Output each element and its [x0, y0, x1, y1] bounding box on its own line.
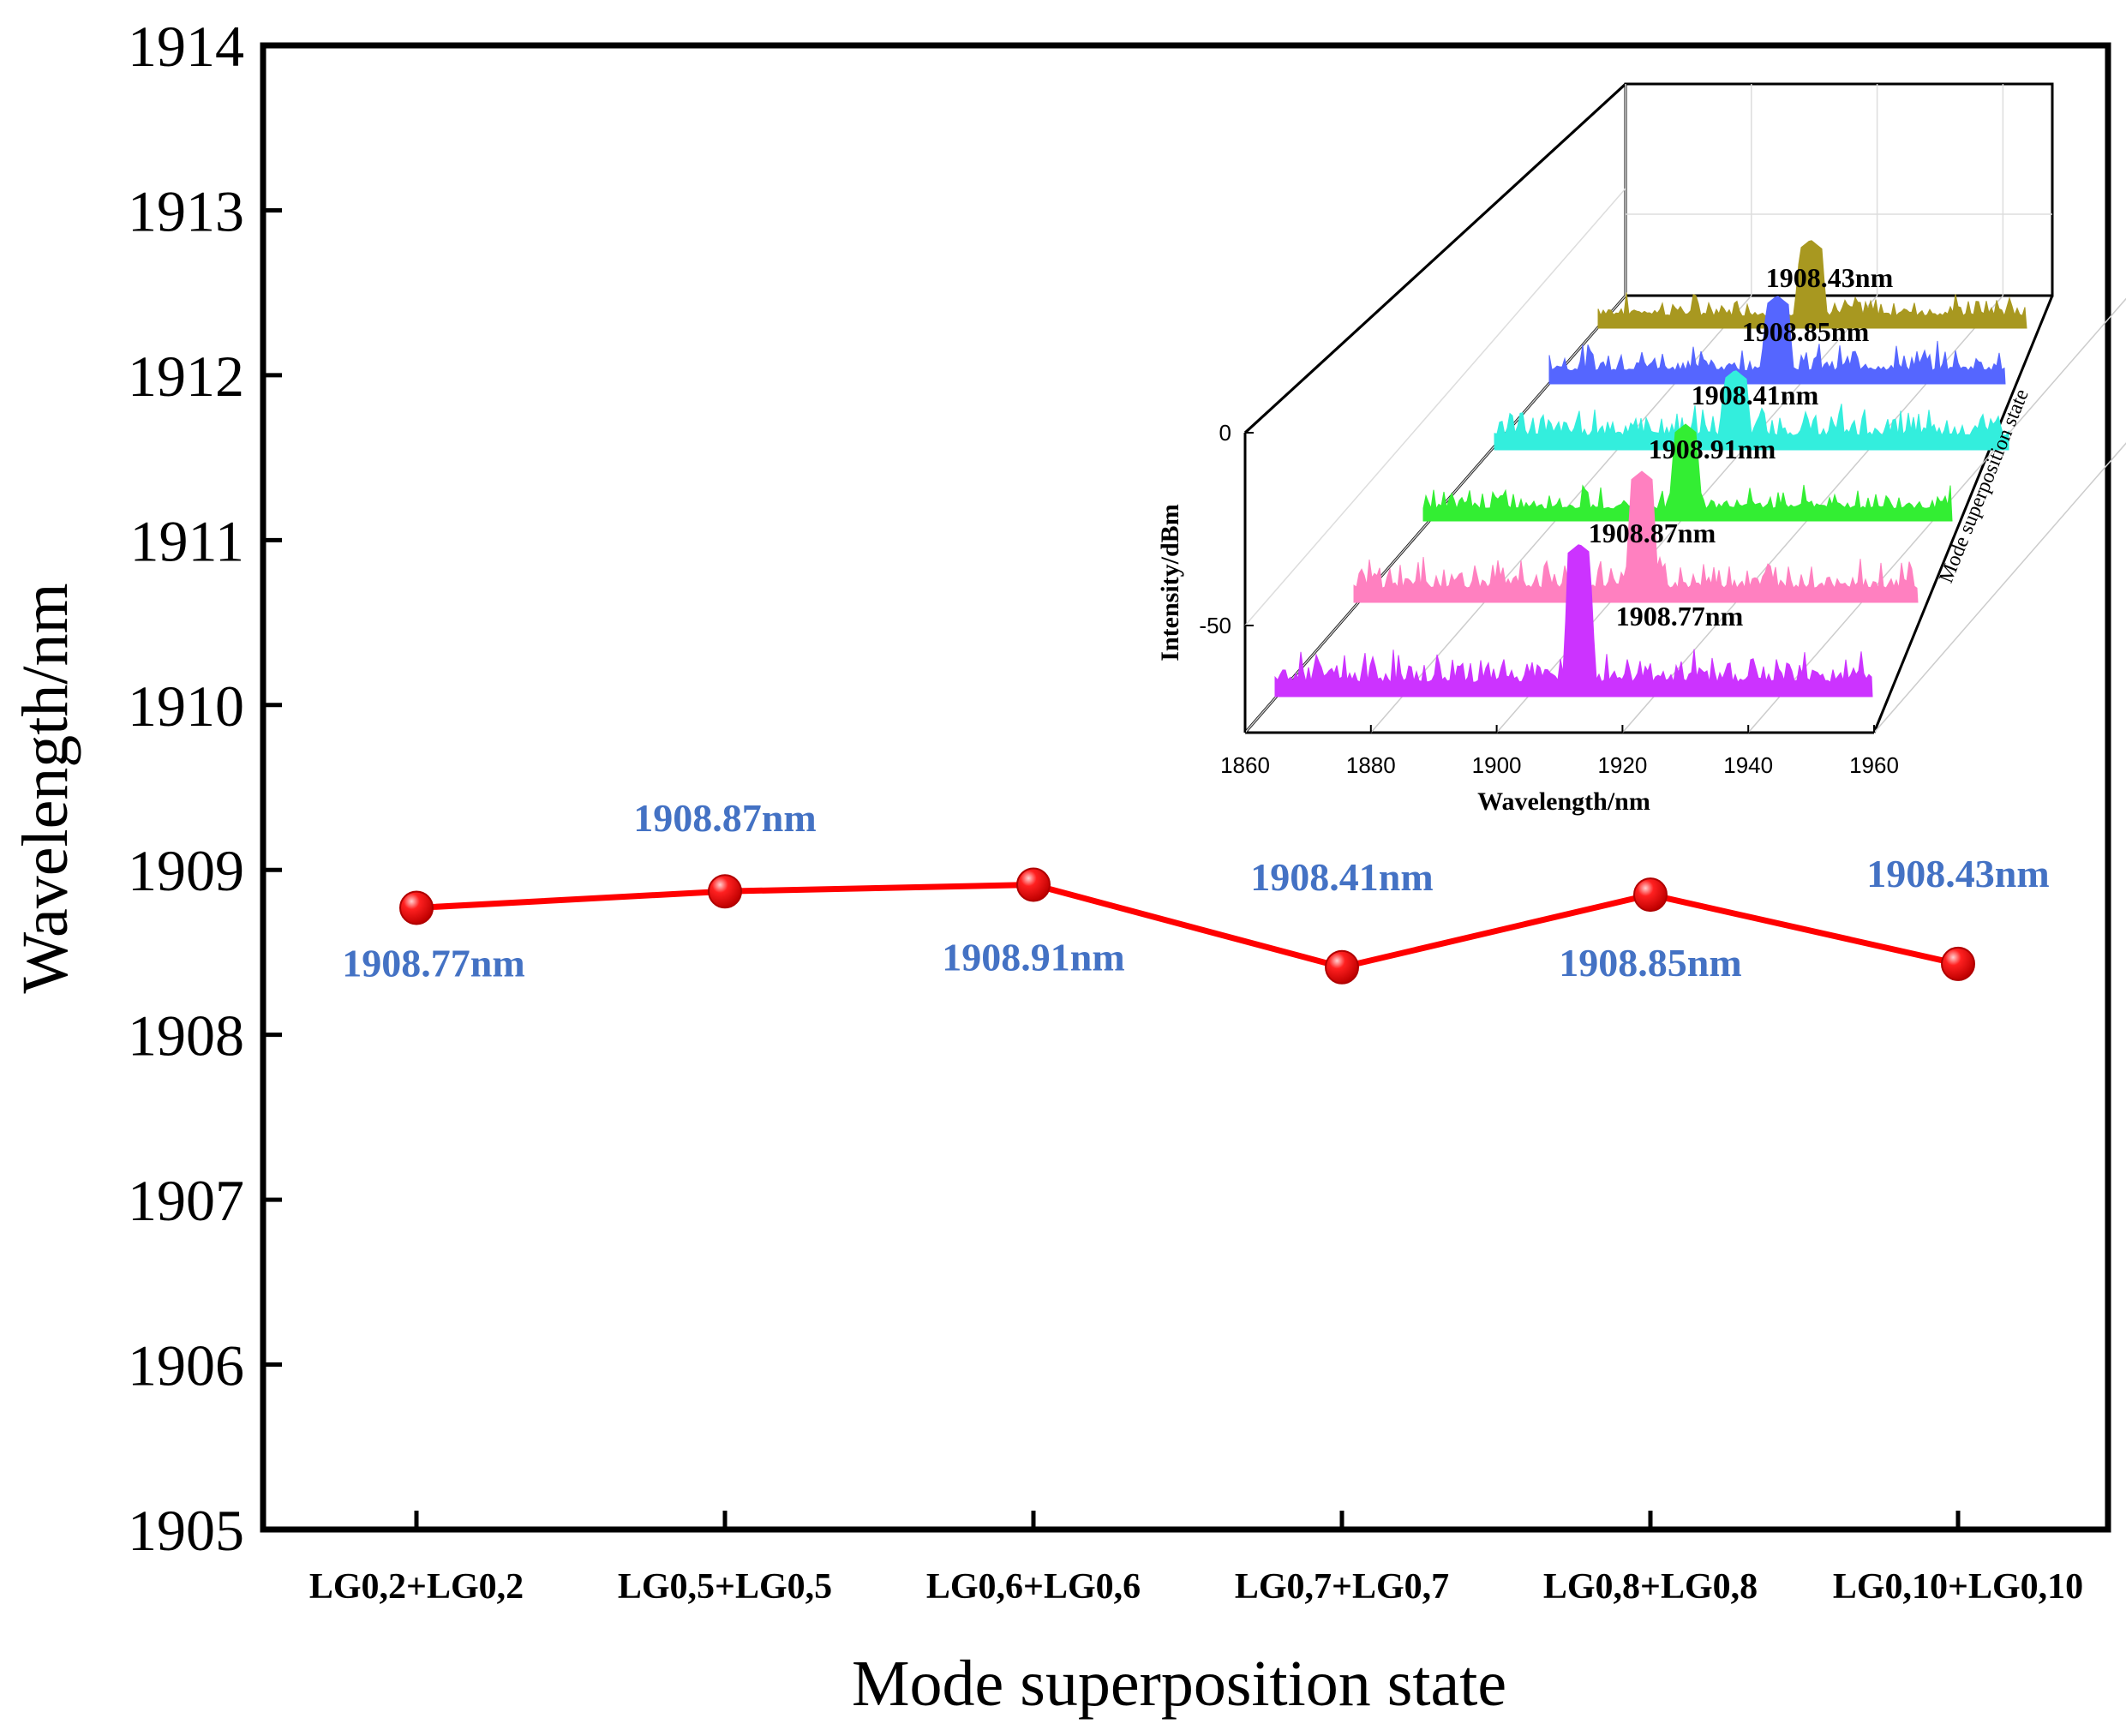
x-tick-label: LG0,8+LG0,8	[1543, 1567, 1758, 1607]
y-tick-label: 1907	[128, 1168, 244, 1233]
y-tick-label: 1912	[128, 344, 244, 409]
data-point	[399, 890, 434, 925]
inset-peak-label: 1908.85nm	[1742, 316, 1870, 347]
inset-waterfall-chart: 1908.77nm 1908.87nm 1908.91nm 1908.41nm 1908…	[1156, 82, 2126, 816]
inset-spectrum	[1353, 470, 1919, 603]
data-label: 1908.43nm	[1866, 852, 2049, 895]
inset-spectrum	[1494, 370, 2009, 451]
x-tick-label: LG0,6+LG0,6	[926, 1567, 1141, 1607]
data-point	[1941, 946, 1975, 981]
inset-spectra: 1908.77nm 1908.87nm 1908.91nm 1908.41nm 1908…	[1274, 240, 2027, 697]
inset-x-tick-label: 1860	[1220, 752, 1270, 778]
y-tick-label: 1913	[128, 178, 244, 243]
inset-x-tick-label: 1960	[1849, 752, 1899, 778]
inset-peak-label: 1908.91nm	[1649, 434, 1776, 464]
data-label: 1908.41nm	[1250, 855, 1433, 899]
x-tick-label: LG0,10+LG0,10	[1833, 1567, 2083, 1607]
inset-x-tick-label: 1900	[1472, 752, 1522, 778]
inset-x-tick-label: 1880	[1346, 752, 1396, 778]
inset-spectrum	[1422, 423, 1953, 522]
inset-peak-label: 1908.41nm	[1692, 380, 1819, 410]
data-label: 1908.85nm	[1559, 941, 1741, 985]
y-axis-title: Wavelength/nm	[9, 583, 81, 993]
inset-y-tick-label: -50	[1199, 613, 1231, 638]
inset-x-tick-label: 1920	[1597, 752, 1647, 778]
inset-spectrum	[1548, 296, 2006, 385]
y-tick-label: 1906	[128, 1333, 244, 1398]
inset-grid	[1244, 84, 2126, 733]
main-series	[399, 867, 1975, 985]
x-tick-label: LG0,7+LG0,7	[1235, 1567, 1449, 1607]
data-point	[1633, 877, 1668, 913]
inset-spectrum	[1597, 240, 2027, 329]
y-axis: 1905 1906 1907 1908 1909 1910 1911 1912 1913 1914	[128, 14, 282, 1563]
inset-y-axis-title: Intensity/dBm	[1156, 504, 1184, 661]
inset-x-axis: 1860 1880 1900 1920 1940 1960	[1220, 725, 1899, 778]
y-tick-label: 1905	[128, 1498, 244, 1563]
x-axis: LG0,2+LG0,2 LG0,5+LG0,5 LG0,6+LG0,6 LG0,7+L…	[309, 1511, 2083, 1607]
inset-peak-label: 1908.77nm	[1616, 601, 1744, 632]
series-line	[416, 882, 1959, 971]
y-tick-label: 1909	[128, 838, 244, 903]
inset-x-axis-title: Wavelength/nm	[1477, 787, 1650, 816]
data-point	[1325, 949, 1359, 985]
inset-y-axis: 0 -50	[1199, 420, 1254, 638]
data-label: 1908.91nm	[942, 936, 1124, 979]
y-tick-label: 1911	[130, 508, 244, 573]
inset-x-tick-label: 1940	[1723, 752, 1773, 778]
data-label: 1908.87nm	[633, 796, 816, 840]
data-label: 1908.77nm	[342, 941, 524, 985]
y-tick-label: 1908	[128, 1003, 244, 1069]
inset-peak-label: 1908.43nm	[1766, 262, 1894, 293]
inset-grid-line	[1873, 442, 2126, 733]
y-tick-label: 1914	[128, 14, 244, 79]
plot-frame	[260, 42, 2111, 1533]
x-tick-label: LG0,2+LG0,2	[309, 1567, 524, 1607]
x-tick-label: LG0,5+LG0,5	[618, 1567, 832, 1607]
inset-y-tick-label: 0	[1219, 420, 1231, 446]
inset-back-box	[1243, 82, 2054, 734]
data-point	[1016, 867, 1051, 902]
y-tick-label: 1910	[128, 673, 244, 739]
inset-grid-line	[1244, 188, 1626, 626]
data-labels: 1908.77nm 1908.87nm 1908.91nm 1908.41nm 1908…	[342, 796, 2049, 985]
data-point	[708, 874, 742, 909]
x-axis-title: Mode superposition state	[852, 1648, 1506, 1720]
inset-peak-label: 1908.87nm	[1589, 518, 1716, 548]
inset-spectrum	[1274, 544, 1873, 697]
